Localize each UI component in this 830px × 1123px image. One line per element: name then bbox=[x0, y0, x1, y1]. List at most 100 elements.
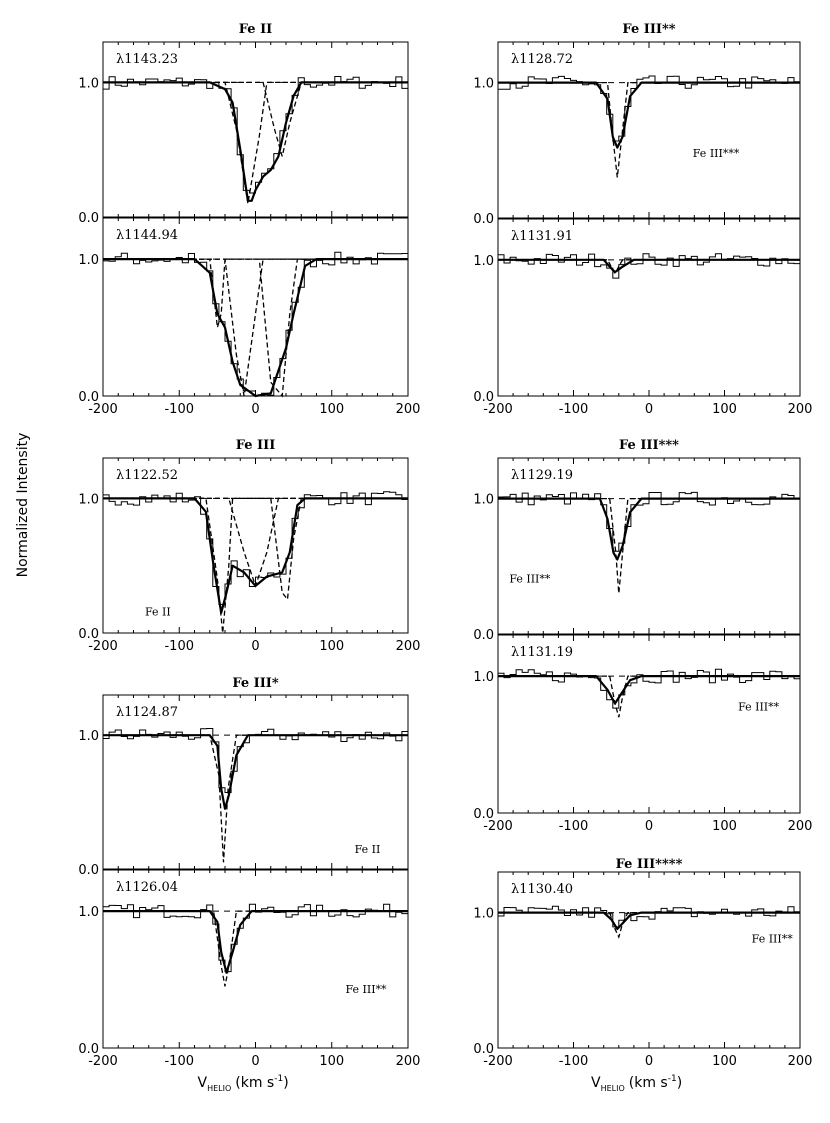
panel-frame bbox=[102, 217, 409, 397]
x-tick-label: -100 bbox=[164, 402, 194, 417]
x-tick-label: -100 bbox=[164, 639, 194, 654]
chart-title: Fe III*** bbox=[619, 438, 679, 453]
fit-profile bbox=[103, 909, 408, 974]
panel-frame bbox=[497, 218, 801, 397]
transition-label: λ1122.52 bbox=[116, 468, 178, 483]
x-axis-title: VHELIO (km s-1) bbox=[198, 1074, 289, 1093]
y-tick-label: 1.0 bbox=[473, 77, 494, 92]
x-tick-label: 100 bbox=[712, 402, 737, 417]
chart-group: Fe II 0.0 1.0 λ1143.23 0.0 1.0 λ1144.94 -200 -10… bbox=[78, 22, 420, 417]
blend-annotation: Fe III*** bbox=[693, 147, 740, 160]
chart-group: Fe III* 0.0 1.0 λ1124.87 Fe II 0.0 1.0 λ1126.04… bbox=[78, 676, 420, 1093]
x-tick-label: 100 bbox=[319, 402, 344, 417]
x-tick-label: -100 bbox=[559, 402, 589, 417]
fit-profile bbox=[498, 81, 800, 149]
blend-annotation: Fe II bbox=[355, 843, 381, 856]
component-profile bbox=[103, 258, 408, 398]
observed-spectrum bbox=[103, 728, 408, 793]
x-tick-label: 200 bbox=[396, 1054, 421, 1069]
component-profile bbox=[498, 259, 800, 275]
x-tick-label: -200 bbox=[483, 402, 513, 417]
y-tick-label: 1.0 bbox=[78, 76, 99, 91]
x-tick-label: -200 bbox=[88, 639, 118, 654]
y-tick-label: 0.0 bbox=[473, 212, 494, 227]
observed-spectrum bbox=[103, 491, 408, 605]
fit-profile bbox=[498, 258, 800, 274]
transition-label: λ1124.87 bbox=[116, 705, 178, 720]
observed-spectrum bbox=[103, 251, 408, 397]
y-tick-label: 0.0 bbox=[78, 211, 99, 226]
transition-label: λ1129.19 bbox=[511, 468, 573, 483]
observed-spectrum bbox=[103, 903, 408, 973]
x-axis-title: VHELIO (km s-1) bbox=[591, 1074, 682, 1093]
y-tick-label: 1.0 bbox=[78, 729, 99, 744]
blend-annotation: Fe III** bbox=[509, 573, 551, 586]
y-tick-label: 0.0 bbox=[78, 863, 99, 878]
y-tick-label: 1.0 bbox=[78, 905, 99, 920]
y-tick-label: 0.0 bbox=[473, 1042, 494, 1057]
chart-group: Fe III 0.0 1.0 λ1122.52 Fe II -200 -100 0 100 200 bbox=[78, 438, 420, 654]
y-tick-label: 0.0 bbox=[78, 627, 99, 642]
transition-label: λ1128.72 bbox=[511, 52, 573, 67]
chart-group: Fe III**** 0.0 1.0 λ1130.40 Fe III** -200 -100… bbox=[473, 857, 812, 1093]
x-tick-label: -200 bbox=[483, 1054, 513, 1069]
transition-label: λ1126.04 bbox=[116, 880, 178, 895]
observed-spectrum bbox=[103, 76, 408, 194]
observed-spectrum bbox=[498, 75, 800, 142]
y-tick-label: 1.0 bbox=[473, 493, 494, 508]
x-tick-label: 0 bbox=[251, 1054, 259, 1069]
y-tick-label: 1.0 bbox=[78, 492, 99, 507]
x-tick-label: 200 bbox=[788, 402, 813, 417]
x-tick-label: -100 bbox=[559, 819, 589, 834]
x-tick-label: 0 bbox=[645, 819, 653, 834]
plot-layer: Fe II 0.0 1.0 λ1143.23 0.0 1.0 λ1144.94 -200 -10… bbox=[78, 22, 812, 1093]
observed-spectrum bbox=[498, 668, 800, 709]
chart-title: Fe III** bbox=[622, 22, 675, 37]
y-axis-title: Normalized Intensity bbox=[15, 433, 31, 578]
component-profile bbox=[103, 258, 408, 397]
x-tick-label: 200 bbox=[788, 1054, 813, 1069]
x-tick-label: 0 bbox=[251, 639, 259, 654]
y-tick-label: 1.0 bbox=[473, 254, 494, 269]
y-tick-label: 0.0 bbox=[78, 1042, 99, 1057]
y-tick-label: 0.0 bbox=[78, 390, 99, 405]
y-tick-label: 1.0 bbox=[78, 253, 99, 268]
x-tick-label: 0 bbox=[645, 402, 653, 417]
y-tick-label: 1.0 bbox=[473, 907, 494, 922]
fit-profile bbox=[498, 674, 800, 705]
blend-annotation: Fe III** bbox=[752, 932, 794, 945]
y-tick-label: 0.0 bbox=[473, 628, 494, 643]
transition-label: λ1131.19 bbox=[511, 645, 573, 660]
x-tick-label: 200 bbox=[396, 402, 421, 417]
fit-profile bbox=[103, 734, 408, 810]
x-tick-label: -100 bbox=[559, 1054, 589, 1069]
x-tick-label: -100 bbox=[164, 1054, 194, 1069]
x-tick-label: 0 bbox=[251, 402, 259, 417]
blend-annotation: Fe II bbox=[145, 606, 171, 619]
x-tick-label: 100 bbox=[319, 639, 344, 654]
x-tick-label: 0 bbox=[645, 1054, 653, 1069]
chart-title: Fe III* bbox=[232, 676, 279, 691]
x-tick-label: 100 bbox=[712, 819, 737, 834]
observed-spectrum bbox=[498, 491, 800, 552]
panel-frame bbox=[497, 41, 801, 219]
component-profile bbox=[498, 675, 800, 718]
observed-spectrum bbox=[498, 253, 800, 279]
chart-group: Fe III*** 0.0 1.0 λ1129.19 Fe III** 0.0 1.0 λ11… bbox=[473, 438, 812, 834]
panel-frame bbox=[102, 869, 409, 1049]
component-profile bbox=[498, 81, 800, 178]
chart-title: Fe II bbox=[239, 22, 272, 37]
x-tick-label: -200 bbox=[483, 819, 513, 834]
component-profile bbox=[103, 497, 408, 588]
fit-profile bbox=[498, 497, 800, 561]
panel-frame bbox=[497, 634, 801, 814]
panel-frame bbox=[497, 457, 801, 635]
y-tick-label: 0.0 bbox=[473, 390, 494, 405]
fit-profile bbox=[498, 911, 800, 931]
x-tick-label: 100 bbox=[319, 1054, 344, 1069]
observed-spectrum bbox=[498, 905, 800, 928]
chart-title: Fe III**** bbox=[616, 857, 683, 872]
x-tick-label: -200 bbox=[88, 402, 118, 417]
component-profile bbox=[498, 911, 800, 939]
